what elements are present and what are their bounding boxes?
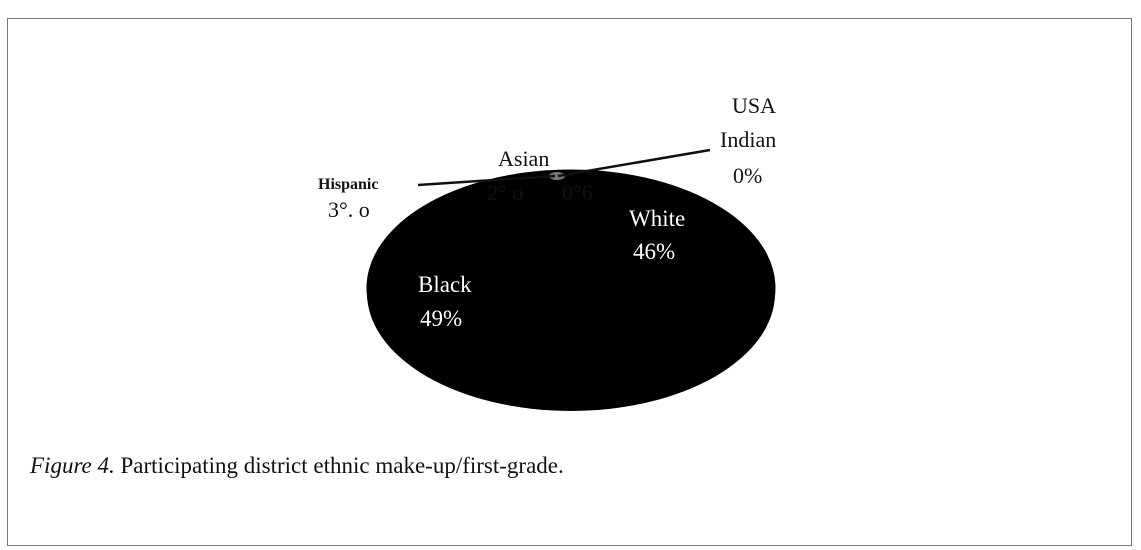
figure-caption: Figure 4. Participating district ethnic …: [30, 452, 564, 480]
figure-caption-text: Participating district ethnic make-up/fi…: [120, 453, 564, 478]
white-value: 46%: [633, 239, 675, 264]
pie-small-slices-marker: [549, 172, 565, 180]
hispanic-label: Hispanic: [318, 176, 378, 193]
asian-value: 2° o: [487, 180, 523, 205]
hispanic-value: 3°. o: [328, 197, 370, 222]
black-value: 49%: [420, 306, 462, 331]
pie-slice-black: [570, 169, 776, 407]
zero-value-label: 0°6: [562, 180, 593, 205]
leader-line-hispanic: [417, 174, 556, 187]
pie-slice-white: [366, 175, 585, 407]
pie-group: [366, 169, 776, 411]
usa-indian-value: 0%: [733, 163, 762, 188]
asian-label: Asian: [498, 146, 549, 171]
white-label: White: [629, 206, 685, 231]
pie-slice-asian: [544, 169, 572, 289]
black-label: Black: [418, 272, 472, 297]
figure-frame: [7, 18, 1132, 546]
leader-line-usa-indian: [557, 148, 711, 178]
usa-indian-label-line2: Indian: [720, 127, 776, 152]
usa-indian-label-line1: USA: [732, 93, 776, 118]
figure-label: Figure 4.: [30, 453, 115, 478]
